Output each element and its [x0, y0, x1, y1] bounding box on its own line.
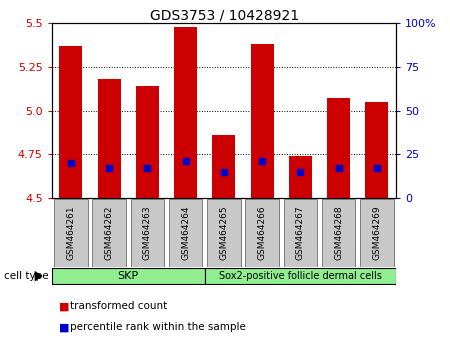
Bar [289, 156, 312, 198]
Bar [207, 199, 241, 267]
Bar [136, 86, 159, 198]
Bar [251, 44, 274, 198]
Bar [205, 268, 396, 284]
Text: GSM464262: GSM464262 [104, 206, 113, 260]
Text: Sox2-positive follicle dermal cells: Sox2-positive follicle dermal cells [219, 271, 382, 281]
Bar [52, 268, 205, 284]
Text: GSM464265: GSM464265 [220, 205, 228, 260]
Bar [169, 199, 202, 267]
Text: GSM464261: GSM464261 [67, 205, 76, 260]
Bar [92, 199, 126, 267]
Bar [130, 199, 164, 267]
Bar [245, 199, 279, 267]
Bar [322, 199, 356, 267]
Text: GSM464266: GSM464266 [257, 205, 266, 260]
Text: cell type: cell type [4, 271, 49, 281]
Text: SKP: SKP [118, 271, 139, 281]
Bar [59, 46, 82, 198]
Text: GSM464263: GSM464263 [143, 205, 152, 260]
Text: GSM464267: GSM464267 [296, 205, 305, 260]
Text: GSM464268: GSM464268 [334, 205, 343, 260]
Text: transformed count: transformed count [70, 301, 167, 311]
Text: ■: ■ [58, 301, 69, 311]
Bar [327, 98, 350, 198]
Text: GSM464264: GSM464264 [181, 206, 190, 260]
Bar [365, 102, 388, 198]
Bar [54, 199, 88, 267]
Bar [98, 79, 121, 198]
Bar [284, 199, 317, 267]
Text: percentile rank within the sample: percentile rank within the sample [70, 322, 246, 332]
Text: GDS3753 / 10428921: GDS3753 / 10428921 [150, 9, 300, 23]
Bar [174, 27, 197, 198]
Text: ■: ■ [58, 322, 69, 332]
Bar [212, 135, 235, 198]
Bar [360, 199, 394, 267]
Text: GSM464269: GSM464269 [373, 205, 382, 260]
